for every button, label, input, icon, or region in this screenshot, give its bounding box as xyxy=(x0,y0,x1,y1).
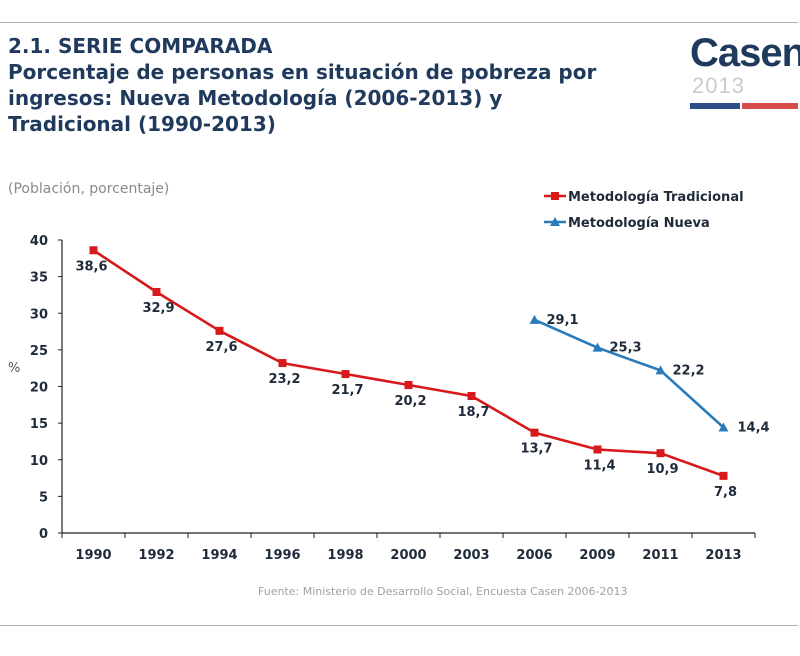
data-point-new xyxy=(592,342,603,352)
y-tick-label: 25 xyxy=(30,344,48,359)
data-label-traditional: 38,6 xyxy=(75,259,107,274)
y-tick-label: 10 xyxy=(30,454,48,469)
data-label-traditional: 32,9 xyxy=(142,301,174,316)
legend-marker-new xyxy=(550,217,560,226)
legend-label-new: Metodología Nueva xyxy=(568,216,710,231)
data-label-traditional: 27,6 xyxy=(205,340,237,355)
slide-title: 2.1. SERIE COMPARADA Porcentaje de perso… xyxy=(8,33,668,137)
y-axis-label: % xyxy=(8,361,20,376)
data-label-traditional: 20,2 xyxy=(394,394,426,409)
data-label-traditional: 7,8 xyxy=(714,485,737,500)
data-point-traditional xyxy=(656,449,665,458)
data-point-new xyxy=(529,314,540,324)
x-tick-label: 2006 xyxy=(516,548,552,563)
data-point-new xyxy=(718,422,729,432)
title-line-1: 2.1. SERIE COMPARADA xyxy=(8,34,273,58)
legend-marker-traditional xyxy=(551,192,559,200)
logo-year: 2013 xyxy=(692,73,745,98)
y-tick-label: 20 xyxy=(30,381,48,396)
y-tick-label: 40 xyxy=(30,234,48,249)
logo-bar-red xyxy=(742,103,798,109)
slide: 2.1. SERIE COMPARADA Porcentaje de perso… xyxy=(0,22,800,626)
data-point-traditional xyxy=(467,392,476,401)
data-label-new: 25,3 xyxy=(610,341,642,356)
data-label-traditional: 13,7 xyxy=(520,442,552,457)
y-tick-label: 30 xyxy=(30,307,48,322)
data-label-traditional: 18,7 xyxy=(457,405,489,420)
data-point-traditional xyxy=(593,445,602,454)
logo-word: Casen xyxy=(690,31,800,75)
data-point-traditional xyxy=(89,246,98,255)
chart-subtitle: (Población, porcentaje) xyxy=(8,181,170,197)
data-label-traditional: 23,2 xyxy=(268,372,300,387)
data-point-traditional xyxy=(530,428,539,437)
data-label-new: 14,4 xyxy=(738,421,770,436)
x-tick-label: 2011 xyxy=(642,548,678,563)
x-tick-label: 1990 xyxy=(75,548,111,563)
x-tick-label: 1998 xyxy=(327,548,363,563)
data-label-new: 22,2 xyxy=(673,363,705,378)
data-label-traditional: 21,7 xyxy=(331,383,363,398)
data-point-traditional xyxy=(152,288,161,297)
x-tick-label: 1992 xyxy=(138,548,174,563)
x-tick-label: 1996 xyxy=(264,548,300,563)
title-line-2: Porcentaje de personas en situación de p… xyxy=(8,60,597,136)
y-tick-label: 5 xyxy=(39,490,48,505)
logo-bar-blue xyxy=(690,103,740,109)
x-tick-label: 1994 xyxy=(201,548,237,563)
series-line-new xyxy=(533,318,725,429)
series-line-traditional xyxy=(92,249,724,478)
x-tick-label: 2000 xyxy=(390,548,426,563)
data-label-traditional: 11,4 xyxy=(583,458,615,473)
data-point-traditional xyxy=(341,370,350,379)
data-point-traditional xyxy=(215,326,224,335)
data-point-new xyxy=(655,365,666,375)
legend-label-traditional: Metodología Tradicional xyxy=(568,190,744,205)
y-tick-label: 0 xyxy=(39,527,48,542)
y-tick-label: 15 xyxy=(30,417,48,432)
data-point-traditional xyxy=(404,381,413,390)
casen-logo: Casen 2013 xyxy=(690,31,800,111)
source-note: Fuente: Ministerio de Desarrollo Social,… xyxy=(258,585,628,598)
data-label-new: 29,1 xyxy=(547,313,579,328)
x-tick-label: 2009 xyxy=(579,548,615,563)
y-tick-label: 35 xyxy=(30,271,48,286)
line-chart: 0 5 10 15 20 25 30 35 40% 1990 1992 1994 1996 1998 200… xyxy=(8,190,770,563)
x-tick-label: 2013 xyxy=(705,548,741,563)
data-point-traditional xyxy=(719,471,728,480)
data-point-traditional xyxy=(278,359,287,368)
x-tick-label: 2003 xyxy=(453,548,489,563)
data-label-traditional: 10,9 xyxy=(646,462,678,477)
